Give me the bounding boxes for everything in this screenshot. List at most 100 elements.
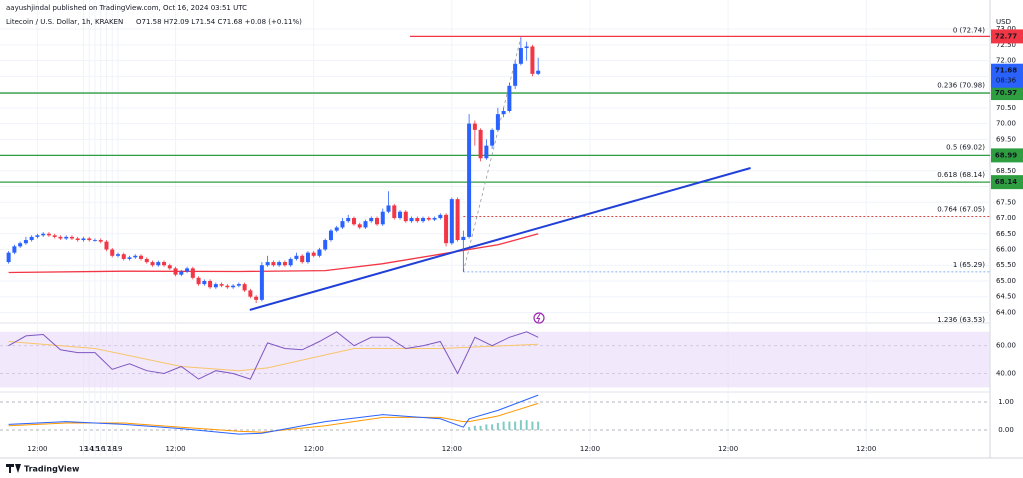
candle-body bbox=[133, 255, 138, 258]
y-tick-label: 1.00 bbox=[998, 398, 1014, 406]
trendline bbox=[249, 167, 751, 311]
x-tick-label: 12:00 bbox=[856, 445, 876, 453]
candle-body bbox=[421, 218, 426, 222]
y-tick-label: 69.50 bbox=[996, 135, 1016, 143]
rsi-ma bbox=[8, 341, 539, 372]
price-tag bbox=[991, 175, 1023, 190]
candle-body bbox=[328, 230, 333, 241]
candle-body bbox=[139, 255, 144, 259]
currency: USD bbox=[996, 18, 1011, 26]
x-tick-label: 18 bbox=[108, 445, 117, 453]
candle-body bbox=[467, 123, 472, 237]
candle-body bbox=[346, 218, 351, 222]
candle-body bbox=[121, 254, 126, 259]
macd-histogram bbox=[502, 421, 505, 430]
candle-body bbox=[6, 252, 11, 263]
fib-label: 0.764 (67.05) bbox=[937, 205, 985, 213]
x-tick-label: 12:00 bbox=[27, 445, 47, 453]
y-tick-label: 72.50 bbox=[996, 41, 1016, 49]
candle-body bbox=[75, 238, 80, 241]
price-tag-label: 68.99 bbox=[995, 151, 1017, 159]
candle-body bbox=[254, 296, 259, 300]
y-tick-label: 66.00 bbox=[996, 245, 1016, 253]
candle-body bbox=[363, 221, 368, 228]
candle-body bbox=[351, 218, 356, 225]
candle-body bbox=[518, 48, 523, 64]
author-line: aayushjindal published on TradingView.co… bbox=[6, 4, 247, 12]
candle-body bbox=[305, 252, 310, 263]
candle-body bbox=[501, 111, 506, 115]
candle-body bbox=[196, 277, 201, 285]
candle-body bbox=[461, 236, 466, 241]
candle-body bbox=[340, 221, 345, 228]
x-tick-label: 12:00 bbox=[580, 445, 600, 453]
brand: TradingView bbox=[24, 465, 80, 474]
price-tag bbox=[991, 148, 1023, 163]
candle-body bbox=[29, 236, 34, 241]
candle-body bbox=[513, 63, 518, 86]
macd-histogram bbox=[514, 421, 517, 430]
candle-body bbox=[277, 262, 282, 266]
candle-body bbox=[41, 233, 46, 236]
x-tick-label: 12:00 bbox=[718, 445, 738, 453]
price-tag-label: 71.68 bbox=[995, 67, 1017, 75]
candle-body bbox=[507, 85, 512, 112]
candle-body bbox=[432, 218, 437, 220]
candle-body bbox=[167, 265, 172, 269]
candle-body bbox=[386, 205, 391, 212]
candle-body bbox=[369, 218, 374, 222]
macd-histogram bbox=[496, 422, 499, 430]
y-tick-label: 64.00 bbox=[996, 308, 1016, 316]
y-tick-label: 73.00 bbox=[996, 25, 1016, 33]
candle-body bbox=[478, 129, 483, 159]
x-tick-label: 14 bbox=[85, 445, 94, 453]
macd-histogram bbox=[491, 424, 494, 430]
candle-body bbox=[162, 262, 167, 266]
alert-icon[interactable] bbox=[533, 312, 545, 324]
y-tick-label: 65.00 bbox=[996, 277, 1016, 285]
y-tick-label: 0.00 bbox=[998, 426, 1014, 434]
y-tick-label: 70.50 bbox=[996, 104, 1016, 112]
candle-body bbox=[225, 285, 230, 288]
y-tick-label: 67.00 bbox=[996, 214, 1016, 222]
fib-label: 0.5 (69.02) bbox=[946, 143, 985, 151]
macd-histogram bbox=[508, 421, 511, 430]
fib-label: 0 (72.74) bbox=[953, 26, 985, 34]
candle-body bbox=[248, 290, 253, 297]
fib-label: 0.618 (68.14) bbox=[937, 171, 985, 179]
candle-body bbox=[12, 246, 17, 253]
macd-histogram bbox=[479, 425, 482, 430]
rsi-band bbox=[0, 331, 990, 388]
candle-body bbox=[444, 214, 449, 244]
candle-body bbox=[294, 255, 299, 259]
candle-body bbox=[104, 241, 109, 250]
candle-body bbox=[127, 257, 132, 259]
candle-body bbox=[317, 249, 322, 256]
price-tag bbox=[991, 63, 1023, 88]
macd-histogram bbox=[468, 427, 471, 430]
fib-connector bbox=[462, 37, 522, 272]
candle-body bbox=[236, 284, 241, 286]
candle-body bbox=[208, 280, 213, 288]
y-tick-label: 40.00 bbox=[996, 369, 1016, 377]
rsi-line bbox=[8, 331, 539, 380]
candle-body bbox=[46, 233, 51, 236]
candle-body bbox=[392, 205, 397, 219]
x-tick-label: 15 bbox=[91, 445, 100, 453]
fib-label: 1.236 (63.53) bbox=[937, 316, 985, 324]
candle-body bbox=[472, 123, 477, 130]
candle-body bbox=[156, 262, 161, 266]
candle-body bbox=[23, 240, 28, 244]
candle-body bbox=[87, 238, 92, 241]
candle-body bbox=[403, 211, 408, 222]
y-tick-label: 66.50 bbox=[996, 230, 1016, 238]
candle-body bbox=[495, 114, 500, 130]
candle-body bbox=[81, 238, 86, 241]
candle-body bbox=[110, 249, 115, 256]
candle-body bbox=[69, 236, 74, 239]
y-tick-label: 68.50 bbox=[996, 167, 1016, 175]
candle-body bbox=[357, 224, 362, 228]
price-tag bbox=[991, 29, 1023, 44]
candle-body bbox=[409, 218, 414, 222]
